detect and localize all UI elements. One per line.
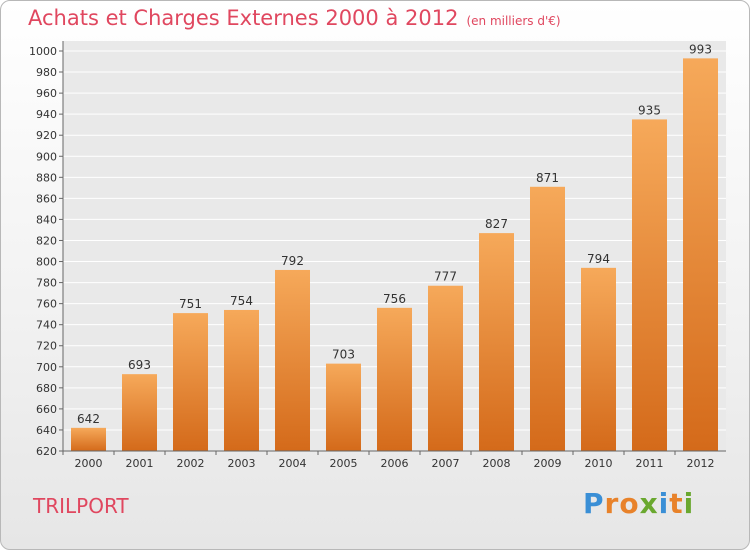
bar-value-label: 756 xyxy=(383,292,406,306)
logo-letter: x xyxy=(639,487,659,520)
chart-title-text: Achats et Charges Externes 2000 à 2012 xyxy=(28,6,459,30)
bar-value-label: 827 xyxy=(485,217,508,231)
bar-value-label: 642 xyxy=(77,412,100,426)
x-tick-label: 2003 xyxy=(228,457,256,470)
y-tick-label: 920 xyxy=(36,129,57,142)
bar-2005 xyxy=(326,363,361,451)
bar-value-label: 792 xyxy=(281,254,304,268)
y-tick-label: 900 xyxy=(36,150,57,163)
y-tick-label: 640 xyxy=(36,424,57,437)
x-tick-label: 2010 xyxy=(585,457,613,470)
bar-value-label: 703 xyxy=(332,348,355,362)
y-tick-label: 680 xyxy=(36,382,57,395)
logo-letter: r xyxy=(604,487,620,520)
y-tick-label: 620 xyxy=(36,445,57,458)
y-axis: 620 640 660 680 700 720 740 760 780 800 820 840 860 8… xyxy=(29,41,64,458)
logo-letter: i xyxy=(658,487,670,520)
bar-2008 xyxy=(479,233,514,451)
bar-2002 xyxy=(173,313,208,451)
y-tick-label: 960 xyxy=(36,87,57,100)
y-tick-label: 720 xyxy=(36,340,57,353)
bar-2000 xyxy=(71,427,106,451)
bar-2010 xyxy=(581,267,616,451)
y-tick-label: 700 xyxy=(36,361,57,374)
logo-letter: i xyxy=(683,487,695,520)
bar-value-label: 993 xyxy=(689,42,712,56)
town-name: TRILPORT xyxy=(33,494,129,518)
bar-value-label: 777 xyxy=(434,270,457,284)
bar-value-label: 754 xyxy=(230,294,253,308)
proxiti-logo: Proxiti xyxy=(583,487,694,520)
chart-subtitle: (en milliers d'€) xyxy=(466,14,561,28)
y-tick-label: 980 xyxy=(36,66,57,79)
bar-value-label: 935 xyxy=(638,103,661,117)
y-tick-label: 840 xyxy=(36,213,57,226)
bar-2011 xyxy=(632,119,667,451)
y-tick-label: 760 xyxy=(36,298,57,311)
y-tick-label: 660 xyxy=(36,403,57,416)
bar-2004 xyxy=(275,269,310,451)
chart-title: Achats et Charges Externes 2000 à 2012 (e… xyxy=(28,6,561,30)
bar-value-label: 751 xyxy=(179,297,202,311)
logo-letter: t xyxy=(669,487,684,520)
bar-2007 xyxy=(428,285,463,451)
y-tick-label: 860 xyxy=(36,192,57,205)
x-tick-label: 2008 xyxy=(483,457,511,470)
logo-letter: o xyxy=(619,487,640,520)
y-tick-label: 820 xyxy=(36,234,57,247)
x-tick-label: 2002 xyxy=(177,457,205,470)
bar-2003 xyxy=(224,309,259,451)
y-tick-label: 940 xyxy=(36,108,57,121)
x-tick-label: 2001 xyxy=(126,457,154,470)
x-tick-label: 2011 xyxy=(636,457,664,470)
bar-2009 xyxy=(530,186,565,451)
bars: 642 693 751 754 792 703 756 777 827 871 794 935 993 xyxy=(71,42,718,452)
y-tick-label: 1000 xyxy=(29,45,57,58)
bar-value-label: 871 xyxy=(536,171,559,185)
bar-2006 xyxy=(377,307,412,451)
x-tick-label: 2006 xyxy=(381,457,409,470)
y-tick-label: 800 xyxy=(36,256,57,269)
bar-2001 xyxy=(122,374,157,451)
bar-value-label: 794 xyxy=(587,252,610,266)
x-tick-label: 2004 xyxy=(279,457,307,470)
y-tick-label: 780 xyxy=(36,277,57,290)
x-tick-label: 2000 xyxy=(75,457,103,470)
bar-value-label: 693 xyxy=(128,358,151,372)
x-tick-label: 2007 xyxy=(432,457,460,470)
x-axis: 2000 2001 2002 2003 2004 2005 2006 2007 2008 2009… xyxy=(62,450,726,470)
x-tick-label: 2009 xyxy=(534,457,562,470)
x-tick-label: 2005 xyxy=(330,457,358,470)
y-tick-label: 740 xyxy=(36,319,57,332)
bar-2012 xyxy=(683,58,718,452)
x-tick-label: 2012 xyxy=(687,457,715,470)
logo-letter: P xyxy=(583,487,605,520)
y-tick-label: 880 xyxy=(36,171,57,184)
